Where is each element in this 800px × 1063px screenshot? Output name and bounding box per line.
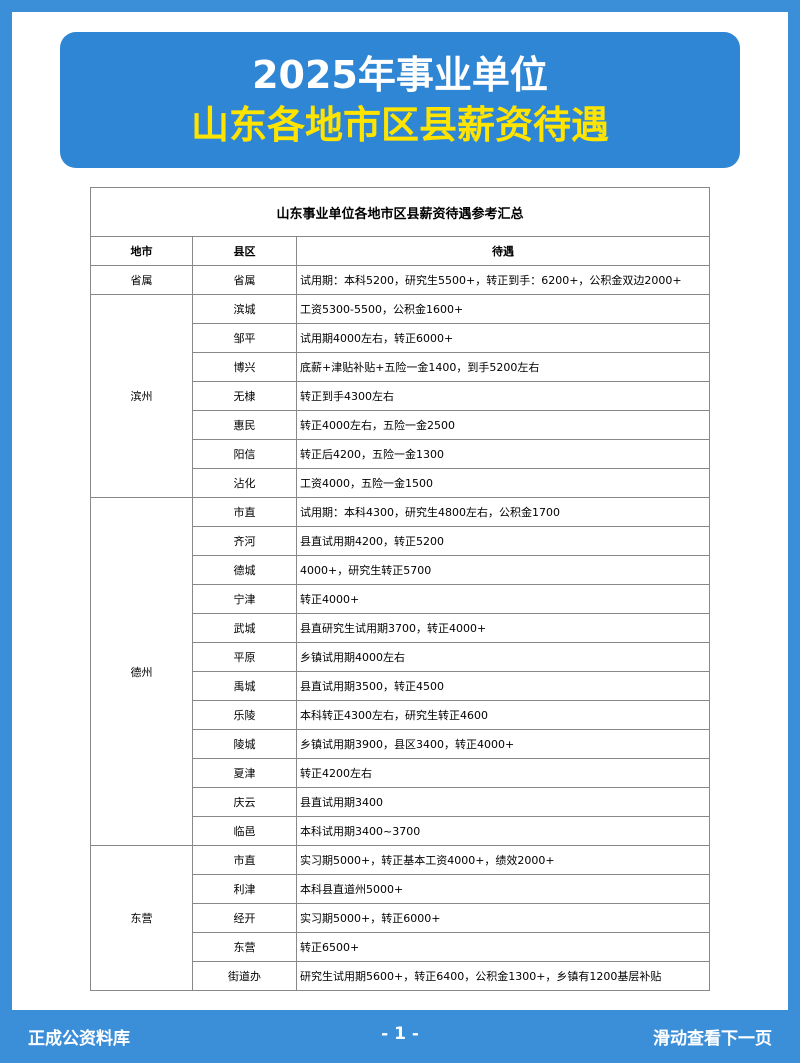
pay-cell: 县直试用期4200，转正5200 — [296, 526, 710, 556]
county-cell: 阳信 — [192, 439, 297, 469]
table-row: 邹平 试用期4000左右，转正6000+ — [91, 323, 710, 353]
pay-cell: 转正6500+ — [296, 932, 710, 962]
county-cell: 经开 — [192, 903, 297, 933]
county-cell: 禹城 — [192, 671, 297, 701]
pay-cell: 县直试用期3400 — [296, 787, 710, 817]
footer-left: 正成公资料库 — [28, 1029, 130, 1049]
table-row: 平原 乡镇试用期4000左右 — [91, 642, 710, 672]
table-row: 东营 市直 实习期5000+，转正基本工资4000+，绩效2000+ — [90, 845, 710, 991]
column-header: 县区 — [192, 236, 297, 266]
county-cell: 平原 — [192, 642, 297, 672]
title-line: 2025年事业单位 — [252, 53, 548, 97]
salary-table: 山东事业单位各地市区县薪资待遇参考汇总 地市 县区 待遇 省属 省属 试用期：本科520… — [90, 187, 710, 991]
county-cell: 博兴 — [192, 352, 297, 382]
county-cell: 邹平 — [192, 323, 297, 353]
county-cell: 沾化 — [192, 468, 297, 498]
county-cell: 庆云 — [192, 787, 297, 817]
table-title: 山东事业单位各地市区县薪资待遇参考汇总 — [90, 187, 710, 237]
footer-right[interactable]: 滑动查看下一页 — [653, 1029, 772, 1049]
pay-cell: 乡镇试用期4000左右 — [296, 642, 710, 672]
pay-cell: 研究生试用期5600+，转正6400，公积金1300+，乡镇有1200基层补贴 — [296, 961, 710, 991]
pay-cell: 实习期5000+，转正基本工资4000+，绩效2000+ — [296, 845, 710, 875]
pay-cell: 本科转正4300左右，研究生转正4600 — [296, 700, 710, 730]
pay-cell: 4000+，研究生转正5700 — [296, 555, 710, 585]
table-row: 阳信 转正后4200，五险一金1300 — [91, 439, 710, 469]
county-cell: 临邑 — [192, 816, 297, 846]
page-number: - 1 - — [381, 1024, 419, 1044]
header: 2025年事业单位 山东各地市区县薪资待遇 — [60, 32, 740, 168]
table-row: 街道办 研究生试用期5600+，转正6400，公积金1300+，乡镇有1200基层… — [91, 961, 710, 991]
pay-cell: 试用期4000左右，转正6000+ — [296, 323, 710, 353]
pay-cell: 实习期5000+，转正6000+ — [296, 903, 710, 933]
city-cell: 滨州 — [90, 294, 193, 498]
table-row: 省属 省属 试用期：本科5200，研究生5500+，转正到手：6200+，公积金双边… — [90, 265, 710, 295]
table-row: 宁津 转正4000+ — [91, 584, 710, 614]
pay-cell: 县直研究生试用期3700，转正4000+ — [296, 613, 710, 643]
county-cell: 街道办 — [192, 961, 297, 991]
footer: 正成公资料库 - 1 - 滑动查看下一页 — [0, 1018, 800, 1052]
county-cell: 陵城 — [192, 729, 297, 759]
city-cell: 德州 — [90, 497, 193, 846]
county-cell: 齐河 — [192, 526, 297, 556]
column-header: 待遇 — [296, 236, 710, 266]
table-row: 齐河 县直试用期4200，转正5200 — [91, 526, 710, 556]
pay-cell: 试用期：本科4300，研究生4800左右，公积金1700 — [296, 497, 710, 527]
county-cell: 无棣 — [192, 381, 297, 411]
county-cell: 市直 — [192, 497, 297, 527]
county-cell: 省属 — [192, 265, 297, 295]
table-row: 滨州 滨城 工资5300-5500，公积金1600+ — [90, 294, 710, 498]
table-row: 无棣 转正到手4300左右 — [91, 381, 710, 411]
county-cell: 惠民 — [192, 410, 297, 440]
county-cell: 乐陵 — [192, 700, 297, 730]
county-cell: 宁津 — [192, 584, 297, 614]
table-row: 东营 转正6500+ — [91, 932, 710, 962]
table-row: 惠民 转正4000左右，五险一金2500 — [91, 410, 710, 440]
pay-cell: 本科县直道州5000+ — [296, 874, 710, 904]
pay-cell: 县直试用期3500，转正4500 — [296, 671, 710, 701]
pay-cell: 转正后4200，五险一金1300 — [296, 439, 710, 469]
table-row: 利津 本科县直道州5000+ — [91, 874, 710, 904]
column-header: 地市 — [90, 236, 193, 266]
county-cell: 利津 — [192, 874, 297, 904]
county-cell: 市直 — [192, 845, 297, 875]
county-cell: 东营 — [192, 932, 297, 962]
pay-cell: 转正4000左右，五险一金2500 — [296, 410, 710, 440]
county-cell: 夏津 — [192, 758, 297, 788]
city-cell: 省属 — [90, 265, 193, 295]
county-cell: 滨城 — [192, 294, 297, 324]
table-row: 德城 4000+，研究生转正5700 — [91, 555, 710, 585]
title-line: 山东各地市区县薪资待遇 — [190, 103, 609, 147]
pay-cell: 乡镇试用期3900，县区3400，转正4000+ — [296, 729, 710, 759]
header-row: 地市 县区 待遇 — [90, 236, 710, 266]
pay-cell: 转正4000+ — [296, 584, 710, 614]
pay-cell: 转正4200左右 — [296, 758, 710, 788]
table-row: 德州 市直 试用期：本科4300，研究生4800左右，公积金1700 — [90, 497, 710, 846]
table-row: 陵城 乡镇试用期3900，县区3400，转正4000+ — [91, 729, 710, 759]
pay-cell: 工资4000，五险一金1500 — [296, 468, 710, 498]
table-row: 沾化 工资4000，五险一金1500 — [91, 468, 710, 498]
city-cell: 东营 — [90, 845, 193, 991]
pay-cell: 本科试用期3400~3700 — [296, 816, 710, 846]
pay-cell: 底薪+津贴补贴+五险一金1400，到手5200左右 — [296, 352, 710, 382]
table-row: 武城 县直研究生试用期3700，转正4000+ — [91, 613, 710, 643]
county-cell: 武城 — [192, 613, 297, 643]
county-cell: 德城 — [192, 555, 297, 585]
pay-cell: 工资5300-5500，公积金1600+ — [296, 294, 710, 324]
pay-cell: 转正到手4300左右 — [296, 381, 710, 411]
pay-cell: 试用期：本科5200，研究生5500+，转正到手：6200+，公积金双边2000… — [296, 265, 710, 295]
